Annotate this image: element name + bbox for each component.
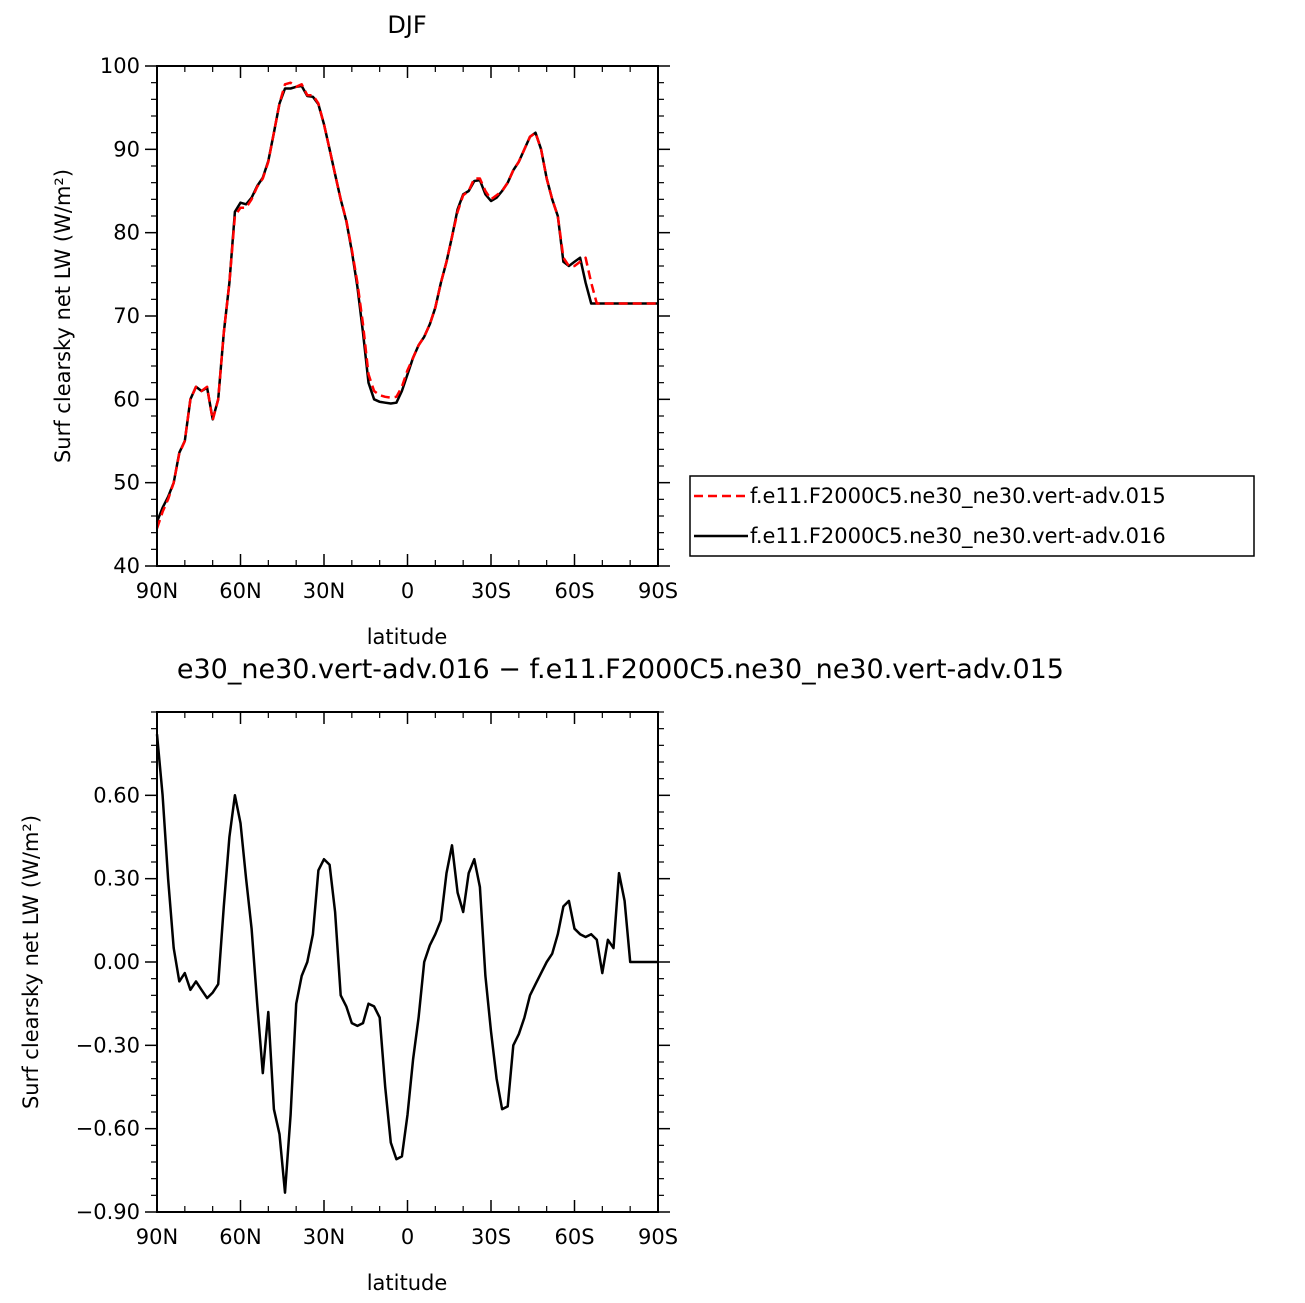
legend: f.e11.F2000C5.ne30_ne30.vert-adv.015 f.e… — [689, 475, 1255, 557]
legend-box — [689, 475, 1255, 557]
bottom-x-axis-label: latitude — [367, 1271, 448, 1295]
top-x-tick-label: 90N — [136, 579, 178, 603]
top-y-tick-label: 70 — [113, 304, 140, 328]
bottom-y-tick-label: 0.30 — [93, 867, 140, 891]
bottom-axes: 90N 60N 30N 0 30S 60S 90S −0.90 −0.60 −0.30 0.00 0.… — [76, 711, 678, 1249]
top-y-tick-label: 80 — [113, 221, 140, 245]
bottom-y-tick-label: 0.60 — [93, 783, 140, 807]
top-series — [155, 81, 658, 529]
top-plot: DJF 90N 60N 30N 0 30S 60S 90S 40 50 60 70 80 90 100 l… — [51, 11, 678, 649]
bottom-plot: e30_ne30.vert-adv.016 − f.e11.F2000C5.ne… — [19, 654, 1064, 1295]
top-plot-title: DJF — [387, 11, 426, 39]
top-y-tick-label: 50 — [113, 471, 140, 495]
bottom-x-tick-label: 30S — [471, 1225, 511, 1249]
bottom-y-tick-label: −0.60 — [76, 1117, 140, 1141]
bottom-y-tick-label: 0.00 — [93, 950, 140, 974]
bottom-x-tick-label: 90N — [136, 1225, 178, 1249]
legend-label-015: f.e11.F2000C5.ne30_ne30.vert-adv.015 — [750, 484, 1166, 509]
bottom-x-tick-label: 30N — [303, 1225, 345, 1249]
top-y-tick-label: 60 — [113, 387, 140, 411]
bottom-series-line-0 — [155, 734, 658, 1194]
bottom-x-tick-label: 60N — [219, 1225, 261, 1249]
bottom-y-tick-label: −0.90 — [76, 1200, 140, 1224]
legend-label-016: f.e11.F2000C5.ne30_ne30.vert-adv.016 — [750, 524, 1166, 549]
top-y-tick-label: 90 — [113, 137, 140, 161]
bottom-plot-title: e30_ne30.vert-adv.016 − f.e11.F2000C5.ne… — [177, 654, 1064, 685]
bottom-y-axis-label: Surf clearsky net LW (W/m²) — [19, 815, 43, 1109]
bottom-x-tick-label: 90S — [638, 1225, 678, 1249]
top-x-tick-label: 30N — [303, 579, 345, 603]
bottom-y-tick-label: −0.30 — [76, 1033, 140, 1057]
bottom-x-tick-label: 0 — [401, 1225, 414, 1249]
top-x-tick-label: 90S — [638, 579, 678, 603]
top-y-tick-label: 100 — [100, 54, 140, 78]
bottom-plot-frame — [156, 711, 659, 1213]
top-x-axis-label: latitude — [367, 625, 448, 649]
top-x-tick-label: 30S — [471, 579, 511, 603]
top-axes: 90N 60N 30N 0 30S 60S 90S 40 50 60 70 80 90 100 — [100, 54, 678, 603]
top-x-tick-label: 60N — [219, 579, 261, 603]
top-x-tick-label: 0 — [401, 579, 414, 603]
top-plot-frame — [156, 65, 659, 567]
top-y-tick-label: 40 — [113, 554, 140, 578]
top-x-tick-label: 60S — [554, 579, 594, 603]
bottom-series — [155, 734, 658, 1194]
top-y-axis-label: Surf clearsky net LW (W/m²) — [51, 169, 75, 463]
bottom-x-tick-label: 60S — [554, 1225, 594, 1249]
top-series-line-1 — [155, 84, 658, 523]
top-series-line-0 — [155, 81, 658, 529]
